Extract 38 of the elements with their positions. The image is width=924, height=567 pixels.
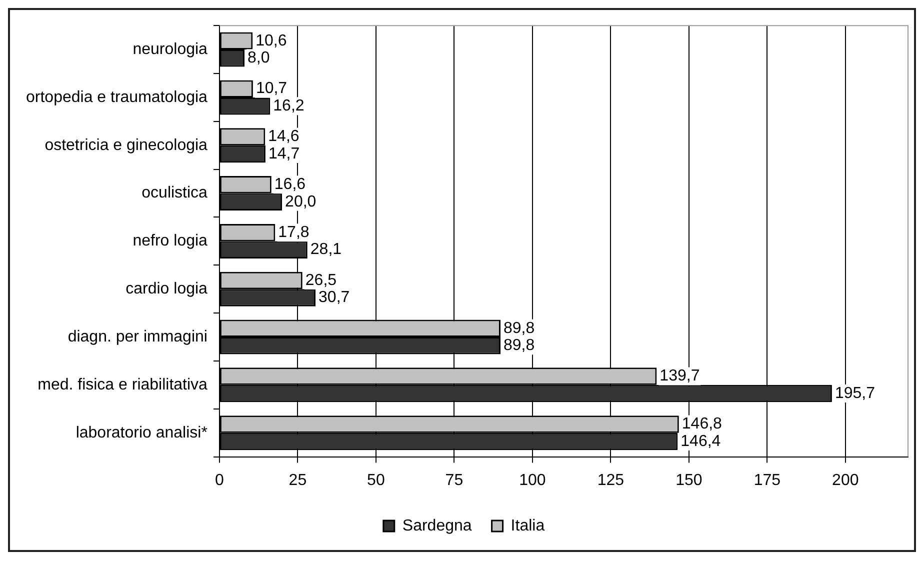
data-label: 26,5 (305, 272, 337, 289)
x-tick-label: 0 (215, 472, 224, 489)
data-label: 10,7 (256, 80, 288, 98)
data-label: 20,0 (285, 193, 316, 210)
y-tick-label: ostetricia e ginecologia (44, 136, 208, 154)
data-label: 14,7 (268, 145, 300, 162)
x-tick-label: 175 (754, 472, 781, 489)
data-label: 16,2 (273, 97, 304, 114)
y-tick-label: cardio logia (126, 280, 208, 298)
data-label: 89,8 (504, 320, 535, 337)
x-tick-label: 50 (367, 472, 385, 489)
x-tick-label: 125 (597, 472, 624, 489)
x-tick-label: 75 (445, 472, 464, 489)
data-label: 146,8 (682, 416, 722, 433)
data-label: 30,7 (318, 289, 350, 306)
data-label: 17,8 (278, 224, 310, 241)
x-tick-label: 200 (832, 472, 859, 489)
data-label: 195,7 (834, 384, 876, 402)
data-label: 89,8 (504, 337, 535, 354)
x-tick-label: 25 (288, 472, 307, 489)
x-tick-label: 100 (519, 472, 546, 489)
legend-label: Sardegna (402, 517, 472, 534)
y-tick-label: ortopedia e traumatologia (26, 88, 208, 106)
data-label: 10,6 (256, 32, 287, 50)
y-tick-label: neurologia (132, 40, 208, 58)
data-label: 146,4 (680, 432, 721, 450)
data-label: 16,6 (274, 176, 306, 194)
y-tick-label: med. fisica e riabilitativa (38, 376, 208, 394)
legend-label: Italia (510, 517, 545, 534)
data-label: 8,0 (247, 50, 270, 67)
x-tick-label: 150 (676, 472, 702, 489)
y-tick-label: nefro logia (132, 232, 208, 250)
data-label: 139,7 (660, 368, 700, 385)
y-tick-label: diagn. per immagini (68, 328, 208, 346)
data-label: 14,6 (268, 128, 300, 146)
y-tick-label: laboratorio analisi* (76, 424, 208, 442)
data-label: 28,1 (310, 241, 342, 258)
y-tick-label: oculistica (142, 184, 208, 202)
